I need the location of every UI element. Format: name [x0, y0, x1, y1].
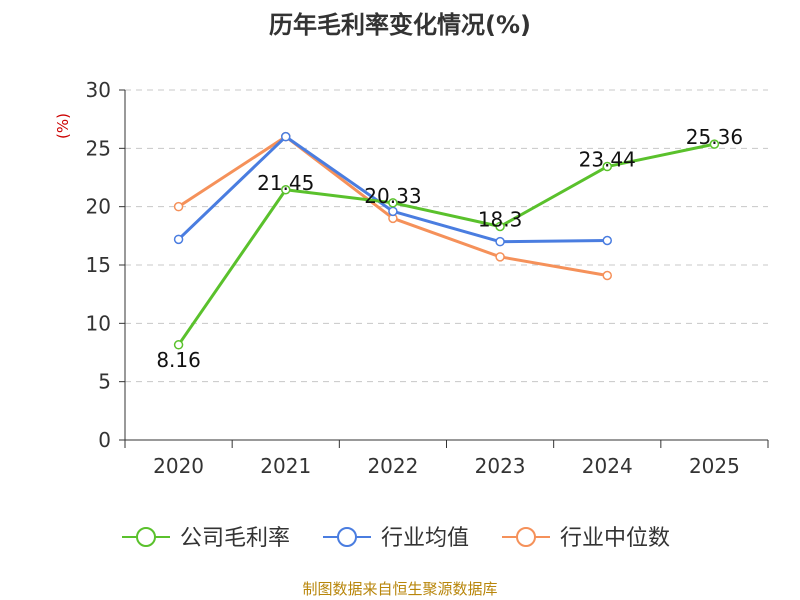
source-note: 制图数据来自恒生聚源数据库: [302, 580, 497, 598]
legend-item-0[interactable]: 公司毛利率: [122, 526, 290, 551]
data-point-2: [602, 270, 612, 281]
data-label: 21.45: [257, 171, 314, 195]
data-label: 20.33: [364, 184, 421, 208]
chart-title: 历年毛利率变化情况(%): [269, 11, 531, 39]
y-axis-unit-label: (%): [54, 113, 72, 139]
series-lines: [173, 131, 720, 350]
legend-label: 行业中位数: [560, 526, 670, 551]
y-tick-label: 30: [86, 78, 111, 102]
data-point-0: [709, 139, 720, 149]
y-tick-label: 0: [98, 428, 111, 452]
data-point-1: [281, 131, 291, 142]
x-tick-label: 2021: [260, 454, 311, 478]
data-label: 8.16: [156, 348, 201, 372]
data-point-0: [173, 340, 184, 350]
data-point-2: [173, 201, 184, 212]
legend-label: 公司毛利率: [180, 526, 290, 551]
series-line-0: [177, 142, 715, 346]
data-labels: 8.16 21.45 20.33 18.3 23.44 25.36: [156, 125, 743, 372]
x-tick-label: 2020: [153, 454, 204, 478]
x-tick-label: 2025: [689, 454, 740, 478]
y-tick-label: 5: [98, 370, 111, 394]
data-label: 23.44: [579, 148, 636, 172]
grid-lines: [125, 89, 768, 383]
data-point-0: [602, 161, 612, 172]
x-tick-label: 2022: [367, 454, 418, 478]
legend[interactable]: 公司毛利率 行业均值 行业中位数: [122, 526, 670, 551]
data-point-0: [388, 198, 398, 208]
legend-label: 行业均值: [381, 526, 469, 551]
y-tick-label: 20: [86, 195, 111, 219]
data-point-0: [281, 185, 291, 195]
y-tick-label: 10: [86, 311, 111, 335]
data-label: 18.3: [478, 208, 523, 232]
data-point-2: [495, 252, 505, 262]
legend-marker: [136, 527, 156, 547]
x-tick-label: 2023: [475, 454, 526, 478]
data-label: 25.36: [686, 125, 743, 149]
data-point-1: [388, 206, 398, 217]
x-tick-label: 2024: [582, 454, 633, 478]
data-point-1: [173, 234, 184, 245]
y-tick-label: 25: [86, 136, 111, 160]
legend-item-2[interactable]: 行业中位数: [502, 526, 670, 551]
data-point-1: [495, 236, 505, 247]
data-point-0: [495, 221, 505, 232]
data-point-1: [602, 235, 612, 246]
legend-marker: [516, 527, 536, 547]
legend-marker: [337, 527, 357, 547]
y-tick-label: 15: [86, 253, 111, 277]
legend-item-1[interactable]: 行业均值: [323, 526, 469, 551]
